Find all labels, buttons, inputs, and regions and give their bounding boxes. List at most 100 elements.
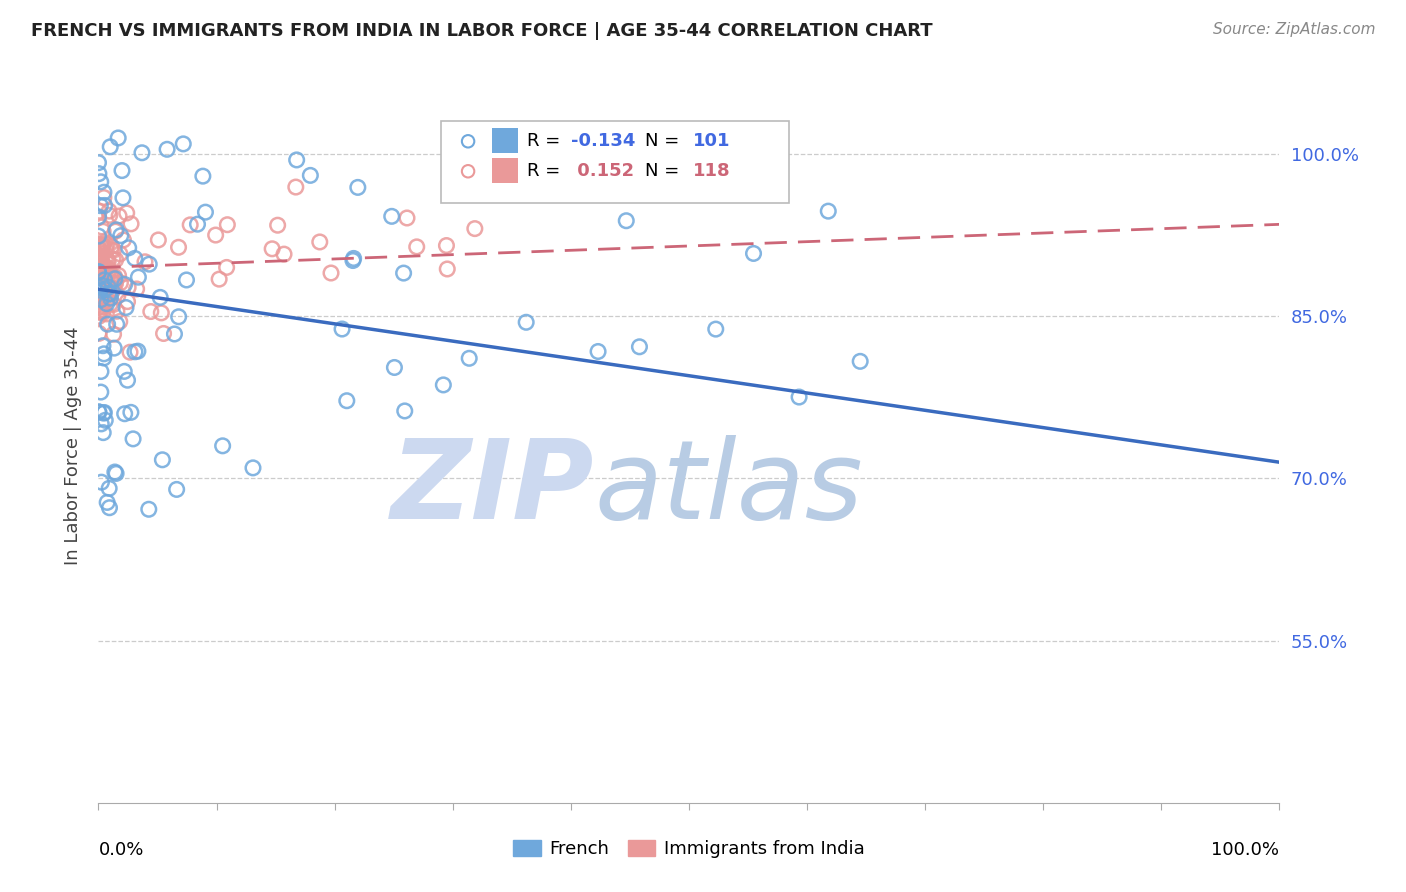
Text: Source: ZipAtlas.com: Source: ZipAtlas.com: [1212, 22, 1375, 37]
Point: [336, 393, 359, 408]
Point: [97, 280, 120, 294]
Point: [93, 273, 115, 287]
Point: [93, 235, 115, 250]
Point: [105, 467, 128, 481]
Point: [262, 242, 284, 256]
Point: [107, 289, 129, 303]
Bar: [492, 128, 517, 153]
Point: [87, 254, 110, 268]
Point: [105, 318, 128, 332]
Point: [91, 256, 114, 270]
Point: [100, 268, 122, 282]
Point: [105, 223, 128, 237]
Point: [394, 404, 416, 418]
Point: [87, 245, 110, 260]
Point: [90, 175, 112, 189]
Point: [117, 294, 139, 309]
Point: [107, 131, 129, 145]
Point: [91, 237, 114, 252]
Point: [87, 167, 110, 181]
FancyBboxPatch shape: [441, 121, 789, 203]
Point: [100, 285, 122, 300]
Point: [96, 237, 118, 252]
Point: [395, 211, 418, 225]
Point: [457, 226, 479, 240]
Text: 0.0%: 0.0%: [98, 840, 143, 859]
Point: [138, 502, 160, 516]
Point: [392, 266, 415, 280]
Bar: [492, 159, 517, 184]
Point: [103, 341, 125, 355]
Point: [299, 169, 322, 183]
Point: [266, 218, 288, 232]
Point: [215, 260, 238, 275]
Point: [90, 282, 112, 296]
Point: [97, 263, 120, 277]
Point: [90, 300, 112, 314]
Point: [87, 249, 110, 263]
Point: [98, 481, 121, 495]
Point: [342, 253, 364, 268]
Point: [87, 267, 110, 281]
Point: [97, 317, 120, 331]
Point: [89, 283, 111, 297]
Legend: French, Immigrants from India: French, Immigrants from India: [506, 832, 872, 865]
Point: [91, 425, 114, 440]
Text: N =: N =: [645, 132, 685, 150]
Point: [91, 224, 114, 238]
Point: [96, 307, 118, 321]
Point: [134, 254, 156, 268]
Point: [96, 291, 118, 305]
Point: [90, 238, 112, 252]
Point: [111, 191, 134, 205]
Point: [87, 264, 110, 278]
Point: [458, 351, 481, 366]
Text: 100.0%: 100.0%: [1212, 840, 1279, 859]
Point: [167, 310, 190, 324]
Point: [124, 252, 146, 266]
Point: [127, 270, 149, 285]
Text: atlas: atlas: [595, 435, 863, 542]
Point: [89, 269, 111, 284]
Point: [91, 306, 114, 320]
Point: [89, 204, 111, 219]
Point: [118, 345, 141, 359]
Point: [90, 219, 112, 234]
Point: [89, 260, 111, 275]
Point: [93, 191, 115, 205]
Point: [91, 240, 114, 254]
Point: [150, 452, 173, 467]
Point: [100, 243, 122, 257]
Point: [152, 326, 174, 341]
Point: [94, 241, 117, 255]
Point: [124, 344, 146, 359]
Point: [94, 260, 117, 274]
Point: [93, 186, 115, 200]
Point: [149, 290, 172, 304]
Point: [115, 206, 138, 220]
Point: [108, 314, 131, 328]
Point: [614, 213, 637, 227]
Point: [704, 322, 727, 336]
Point: [87, 211, 110, 225]
Point: [117, 280, 139, 294]
Point: [347, 180, 370, 194]
Point: [87, 155, 110, 169]
Point: [849, 354, 872, 368]
Point: [111, 163, 134, 178]
Point: [101, 276, 124, 290]
Point: [89, 199, 111, 213]
Point: [91, 262, 114, 277]
Point: [93, 406, 115, 420]
Point: [93, 347, 115, 361]
Point: [90, 475, 112, 490]
Point: [94, 283, 117, 297]
Point: [94, 413, 117, 427]
Text: R =: R =: [527, 132, 567, 150]
Point: [284, 180, 307, 194]
Point: [98, 297, 121, 311]
Point: [150, 306, 173, 320]
Point: [817, 204, 839, 219]
Point: [87, 326, 110, 341]
Text: ZIP: ZIP: [391, 435, 595, 542]
